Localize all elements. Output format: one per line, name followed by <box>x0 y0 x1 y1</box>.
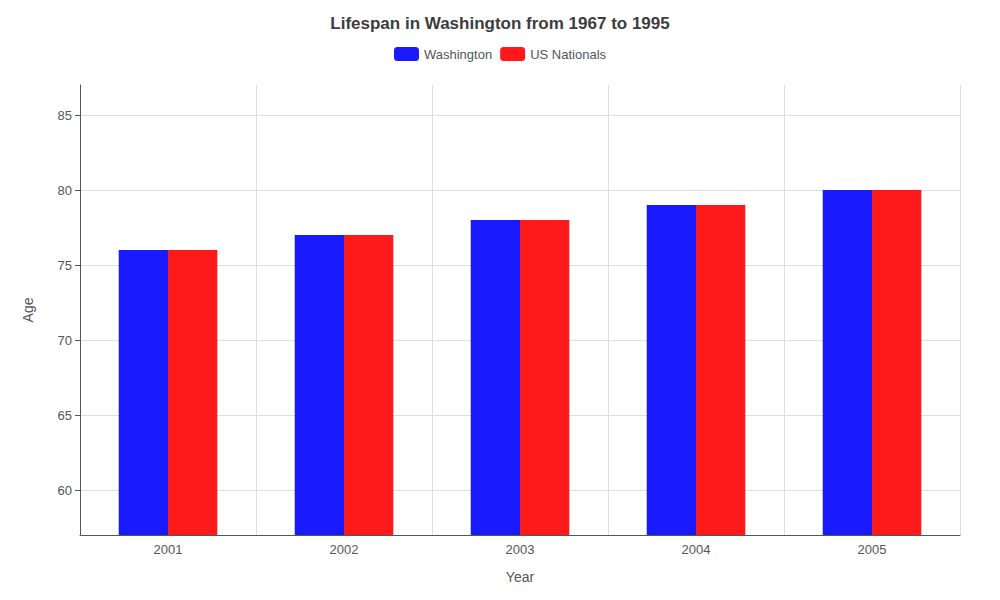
svg-text:65: 65 <box>58 408 72 423</box>
svg-text:80: 80 <box>58 183 72 198</box>
svg-text:Year: Year <box>506 569 535 585</box>
svg-text:70: 70 <box>58 333 72 348</box>
svg-text:85: 85 <box>58 108 72 123</box>
svg-text:Lifespan in Washington from 19: Lifespan in Washington from 1967 to 1995 <box>330 14 669 33</box>
svg-text:60: 60 <box>58 483 72 498</box>
svg-text:2001: 2001 <box>154 542 183 557</box>
svg-text:2004: 2004 <box>682 542 711 557</box>
svg-text:2003: 2003 <box>506 542 535 557</box>
svg-text:Age: Age <box>20 297 36 322</box>
svg-text:2005: 2005 <box>858 542 887 557</box>
svg-text:75: 75 <box>58 258 72 273</box>
svg-text:2002: 2002 <box>330 542 359 557</box>
svg-text:US Nationals: US Nationals <box>530 47 606 62</box>
svg-text:Washington: Washington <box>424 47 492 62</box>
